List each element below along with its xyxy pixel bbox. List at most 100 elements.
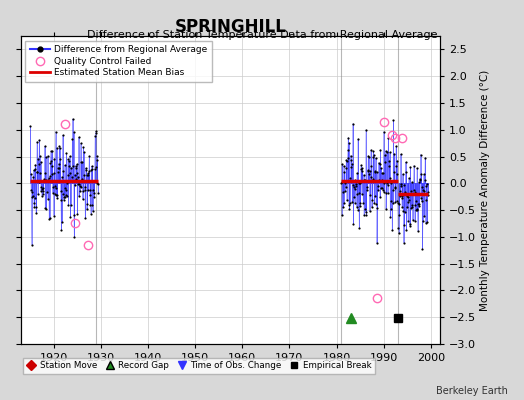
Point xyxy=(27,242,36,248)
Point xyxy=(345,140,353,146)
Point xyxy=(380,189,388,195)
Point xyxy=(60,193,68,200)
Point xyxy=(377,185,385,191)
Point xyxy=(59,191,68,197)
Point xyxy=(81,184,89,190)
Point xyxy=(68,173,76,180)
Point xyxy=(354,136,362,142)
Point xyxy=(355,189,363,196)
Point xyxy=(53,192,62,198)
Point xyxy=(351,200,359,206)
Point xyxy=(75,188,84,194)
Point xyxy=(55,164,63,171)
Point xyxy=(370,200,378,206)
Point xyxy=(41,205,49,211)
Point xyxy=(342,165,350,172)
Point xyxy=(357,166,365,172)
Title: SPRINGHILL: SPRINGHILL xyxy=(174,18,287,36)
Point xyxy=(352,183,360,190)
Point xyxy=(48,171,56,178)
Point xyxy=(399,208,408,214)
Point xyxy=(86,210,95,217)
Point xyxy=(381,148,390,154)
Point xyxy=(57,227,66,233)
Point xyxy=(420,188,428,194)
Point xyxy=(352,181,361,187)
Point xyxy=(43,178,51,184)
Point xyxy=(385,162,394,169)
Point xyxy=(348,199,356,205)
Point xyxy=(50,212,58,219)
Point xyxy=(398,193,406,199)
Point xyxy=(36,153,44,159)
Point xyxy=(82,165,90,171)
Point xyxy=(49,184,57,190)
Point xyxy=(413,165,421,171)
Point xyxy=(392,143,400,149)
Point xyxy=(373,240,381,246)
Point xyxy=(344,134,353,141)
Point xyxy=(62,187,70,193)
Point xyxy=(412,206,421,213)
Point xyxy=(375,178,383,184)
Point xyxy=(362,127,370,133)
Point xyxy=(80,187,89,194)
Point xyxy=(46,160,54,166)
Point xyxy=(417,151,425,158)
Point xyxy=(410,187,419,193)
Point xyxy=(377,169,386,176)
Point xyxy=(369,148,378,154)
Point xyxy=(34,191,42,198)
Point xyxy=(31,166,39,172)
Point xyxy=(398,204,406,210)
Point xyxy=(346,152,355,159)
Point xyxy=(36,158,45,165)
Point xyxy=(368,197,376,203)
Point xyxy=(396,188,404,194)
Point xyxy=(90,178,98,184)
Point xyxy=(343,158,351,164)
Point xyxy=(357,162,365,168)
Point xyxy=(78,159,86,166)
Point xyxy=(85,168,93,174)
Point xyxy=(67,164,75,171)
Point xyxy=(394,225,402,232)
Point xyxy=(408,204,416,210)
Point xyxy=(79,196,87,202)
Point xyxy=(61,184,70,191)
Legend: Station Move, Record Gap, Time of Obs. Change, Empirical Break: Station Move, Record Gap, Time of Obs. C… xyxy=(23,358,375,374)
Point xyxy=(93,152,101,159)
Point xyxy=(380,152,389,158)
Point xyxy=(42,177,50,184)
Point xyxy=(66,170,74,176)
Point xyxy=(350,194,358,200)
Point xyxy=(33,168,41,175)
Point xyxy=(401,159,410,166)
Point xyxy=(417,171,425,177)
Point xyxy=(55,143,63,149)
Point xyxy=(54,160,63,167)
Point xyxy=(379,170,387,176)
Point xyxy=(40,170,49,176)
Point xyxy=(406,164,414,170)
Point xyxy=(363,186,372,193)
Point xyxy=(367,147,375,153)
Point xyxy=(42,189,51,195)
Point xyxy=(38,192,46,199)
Point xyxy=(404,218,412,224)
Point xyxy=(63,172,72,178)
Point xyxy=(399,239,408,246)
Point xyxy=(418,246,427,252)
Point xyxy=(389,117,398,124)
Point xyxy=(32,210,40,216)
Point xyxy=(401,188,409,195)
Point xyxy=(373,169,381,175)
Point xyxy=(39,188,48,195)
Point xyxy=(35,161,43,167)
Point xyxy=(379,128,388,135)
Point xyxy=(343,197,351,203)
Point xyxy=(370,193,379,199)
Point xyxy=(407,205,416,211)
Point xyxy=(366,163,375,169)
Point xyxy=(344,201,353,208)
